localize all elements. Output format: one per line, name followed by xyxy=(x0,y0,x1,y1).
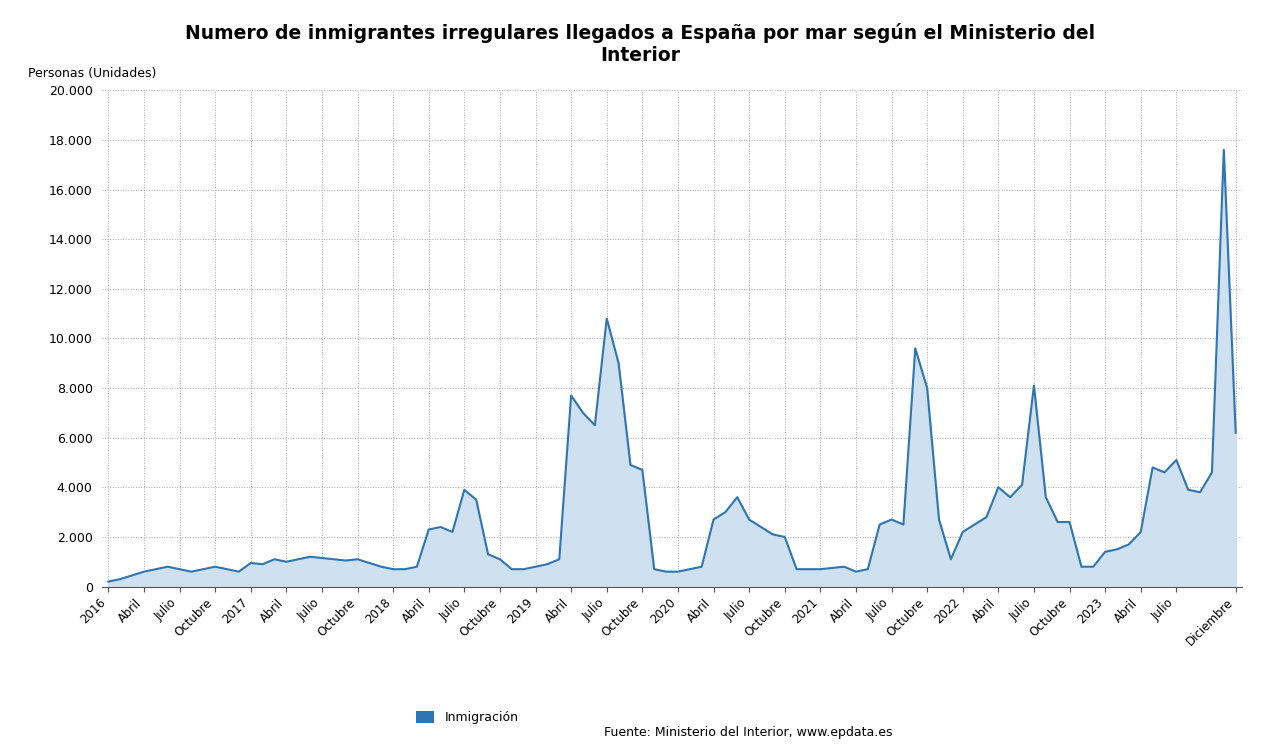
Legend: Inmigración: Inmigración xyxy=(411,706,524,729)
Text: Fuente: Ministerio del Interior, www.epdata.es: Fuente: Ministerio del Interior, www.epd… xyxy=(604,726,892,739)
Text: Personas (Unidades): Personas (Unidades) xyxy=(28,68,156,80)
Text: Numero de inmigrantes irregulares llegados a España por mar según el Ministerio : Numero de inmigrantes irregulares llegad… xyxy=(184,23,1096,65)
